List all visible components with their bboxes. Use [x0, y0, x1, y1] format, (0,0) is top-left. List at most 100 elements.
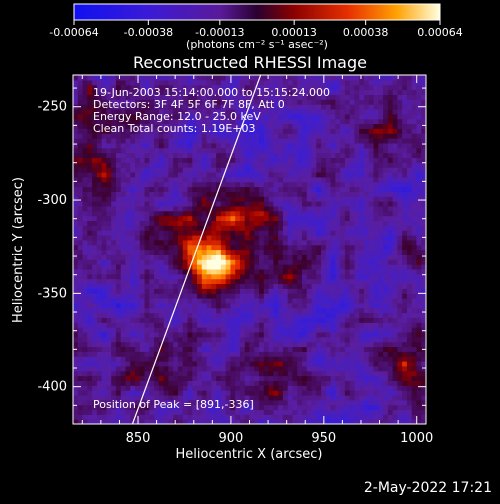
heatmap-cell: [340, 288, 345, 293]
heatmap-cell: [388, 254, 393, 259]
heatmap-cell: [331, 342, 336, 347]
heatmap-cell: [111, 351, 116, 356]
heatmap-cell: [402, 308, 407, 313]
heatmap-cell: [302, 167, 307, 172]
heatmap-cell: [216, 346, 221, 351]
heatmap-cell: [197, 313, 202, 318]
heatmap-cell: [397, 157, 402, 162]
heatmap-cell: [221, 308, 226, 313]
heatmap-cell: [378, 279, 383, 284]
heatmap-cell: [116, 167, 121, 172]
heatmap-cell: [359, 385, 364, 390]
heatmap-cell: [283, 230, 288, 235]
heatmap-cell: [87, 288, 92, 293]
heatmap-cell: [340, 230, 345, 235]
heatmap-cell: [364, 293, 369, 298]
heatmap-cell: [340, 196, 345, 201]
heatmap-cell: [240, 230, 245, 235]
heatmap-cell: [393, 240, 398, 245]
heatmap-cell: [250, 366, 255, 371]
heatmap-cell: [412, 327, 417, 332]
heatmap-cell: [416, 342, 421, 347]
heatmap-cell: [87, 133, 92, 138]
heatmap-cell: [83, 414, 88, 419]
heatmap-cell: [359, 99, 364, 104]
heatmap-cell: [288, 385, 293, 390]
heatmap-cell: [178, 182, 183, 187]
heatmap-cell: [326, 269, 331, 274]
heatmap-cell: [87, 148, 92, 153]
heatmap-cell: [345, 366, 350, 371]
heatmap-cell: [192, 414, 197, 419]
heatmap-cell: [149, 356, 154, 361]
heatmap-cell: [73, 133, 78, 138]
heatmap-cell: [106, 245, 111, 250]
heatmap-cell: [164, 414, 169, 419]
heatmap-cell: [307, 385, 312, 390]
heatmap-cell: [264, 259, 269, 264]
heatmap-cell: [312, 157, 317, 162]
heatmap-cell: [283, 153, 288, 158]
heatmap-cell: [283, 250, 288, 255]
heatmap-cell: [78, 99, 83, 104]
heatmap-cell: [393, 264, 398, 269]
heatmap-cell: [283, 409, 288, 414]
heatmap-cell: [164, 157, 169, 162]
heatmap-cell: [106, 211, 111, 216]
heatmap-cell: [307, 405, 312, 410]
heatmap-cell: [316, 201, 321, 206]
heatmap-cell: [407, 143, 412, 148]
heatmap-cell: [245, 153, 250, 158]
heatmap-cell: [388, 405, 393, 410]
heatmap-cell: [125, 376, 130, 381]
heatmap-cell: [116, 230, 121, 235]
heatmap-cell: [297, 351, 302, 356]
heatmap-cell: [273, 196, 278, 201]
heatmap-cell: [393, 259, 398, 264]
heatmap-cell: [83, 216, 88, 221]
heatmap-cell: [326, 400, 331, 405]
heatmap-cell: [345, 99, 350, 104]
heatmap-cell: [135, 317, 140, 322]
heatmap-cell: [378, 167, 383, 172]
colorbar-tick-label: 0.00064: [417, 26, 463, 39]
heatmap-cell: [316, 274, 321, 279]
heatmap-cell: [259, 182, 264, 187]
heatmap-cell: [135, 327, 140, 332]
heatmap-cell: [87, 201, 92, 206]
heatmap-cell: [383, 303, 388, 308]
heatmap-cell: [149, 245, 154, 250]
heatmap-cell: [73, 385, 78, 390]
heatmap-cell: [273, 254, 278, 259]
heatmap-cell: [278, 356, 283, 361]
heatmap-cell: [269, 380, 274, 385]
heatmap-cell: [259, 128, 264, 133]
heatmap-cell: [345, 162, 350, 167]
heatmap-cell: [359, 153, 364, 158]
heatmap-cell: [116, 308, 121, 313]
heatmap-cell: [240, 308, 245, 313]
heatmap-cell: [397, 288, 402, 293]
heatmap-cell: [278, 143, 283, 148]
heatmap-cell: [97, 313, 102, 318]
heatmap-cell: [254, 283, 259, 288]
heatmap-cell: [116, 245, 121, 250]
heatmap-cell: [388, 196, 393, 201]
heatmap-cell: [278, 225, 283, 230]
heatmap-cell: [378, 366, 383, 371]
heatmap-cell: [397, 119, 402, 124]
heatmap-cell: [388, 259, 393, 264]
heatmap-cell: [374, 327, 379, 332]
heatmap-cell: [331, 128, 336, 133]
heatmap-cell: [211, 274, 216, 279]
heatmap-cell: [378, 225, 383, 230]
heatmap-cell: [292, 332, 297, 337]
heatmap-cell: [211, 216, 216, 221]
heatmap-cell: [364, 322, 369, 327]
heatmap-cell: [78, 235, 83, 240]
heatmap-cell: [331, 148, 336, 153]
heatmap-cell: [178, 376, 183, 381]
heatmap-cell: [159, 225, 164, 230]
heatmap-cell: [125, 298, 130, 303]
heatmap-cell: [331, 245, 336, 250]
